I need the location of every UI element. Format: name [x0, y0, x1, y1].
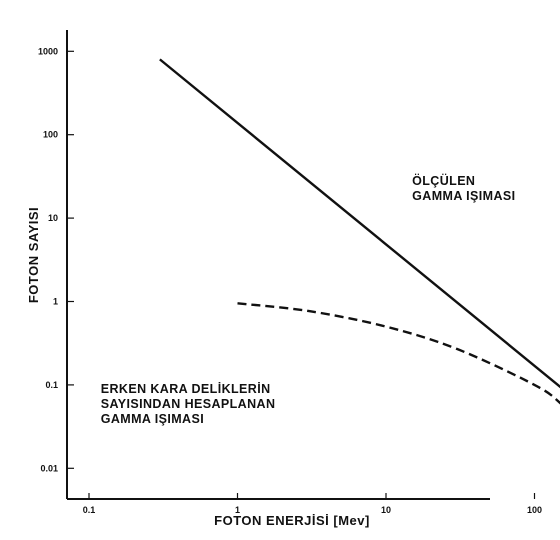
- axes: [66, 30, 490, 500]
- annotation-line: ÖLÇÜLEN: [412, 173, 475, 188]
- x-tick-label: 1: [235, 505, 240, 515]
- x-tick-label: 0.1: [83, 505, 96, 515]
- y-ticks: 0.01 0.1 1 10 100 1000: [38, 46, 74, 473]
- annotation-line: GAMMA IŞIMASI: [412, 189, 515, 203]
- y-tick-label: 10: [48, 213, 58, 223]
- annotation-line: SAYISINDAN HESAPLANAN: [101, 397, 276, 411]
- y-tick-label: 0.1: [45, 380, 58, 390]
- annotation-line: ERKEN KARA DELİKLERİN: [101, 381, 271, 396]
- y-tick-label: 1000: [38, 46, 58, 56]
- x-tick-label: 100: [527, 505, 542, 515]
- annotation-label: ERKEN KARA DELİKLERİN SAYISINDAN HESAPLAN…: [101, 381, 276, 426]
- series-line-solid: [159, 58, 560, 389]
- series-layer: [159, 58, 560, 405]
- y-axis-label: FOTON SAYISI: [26, 207, 41, 303]
- annotation-line: GAMMA IŞIMASI: [101, 412, 204, 426]
- x-axis-label: FOTON ENERJİSİ [Mev]: [214, 513, 370, 528]
- y-tick-label: 100: [43, 130, 58, 140]
- annotation-label: ÖLÇÜLEN GAMMA IŞIMASI: [412, 173, 515, 203]
- x-tick-label: 10: [381, 505, 391, 515]
- y-tick-label: 1: [53, 297, 58, 307]
- y-tick-label: 0.01: [40, 463, 58, 473]
- series-line-dashed: [237, 302, 560, 405]
